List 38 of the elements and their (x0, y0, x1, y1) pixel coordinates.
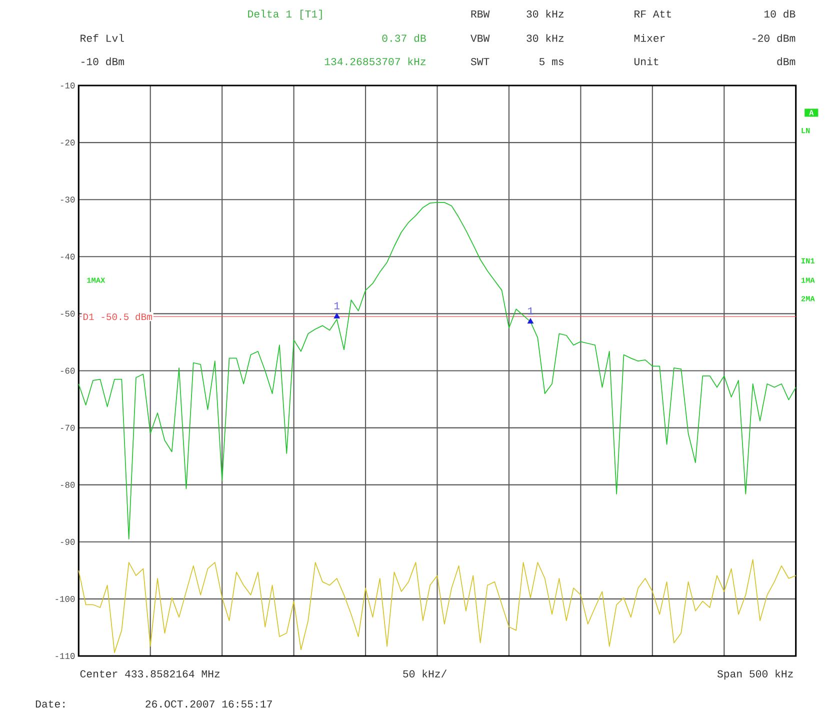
y-tick-label: -20 (60, 139, 75, 146)
text: Center 433.8582164 MHz (80, 670, 220, 678)
text: Delta 1 [T1] (248, 10, 322, 20)
y-tick-label: -40 (60, 254, 75, 260)
y-tick-label: -110 (56, 652, 75, 659)
text: Span 500 kHz (717, 670, 793, 680)
text: 134.26853707 kHz (324, 57, 426, 66)
text: 26.OCT.2007 16:55:17 (146, 700, 272, 708)
y-tick-label: -100 (56, 596, 75, 602)
text: SWT (470, 58, 490, 66)
y-tick-label: -70 (60, 424, 75, 431)
text: RBW (471, 10, 490, 18)
y-tick-label: -30 (60, 196, 75, 202)
text: VBW (470, 34, 490, 42)
y-tick-label: -10 (60, 82, 75, 88)
text: Unit (634, 57, 658, 66)
text: Mixer (634, 34, 665, 42)
text: 10 dB (764, 10, 796, 18)
text: 30 kHz (526, 34, 564, 42)
text: 5 ms (539, 58, 564, 66)
text: 50 kHz/ (403, 670, 447, 678)
text: 30 kHz (526, 10, 564, 18)
text: Date: (36, 700, 64, 708)
text: -10 dBm (82, 57, 124, 66)
line-series (78, 202, 796, 540)
text: 0.37 dB (382, 34, 426, 42)
annotation: 1 (334, 302, 340, 310)
text: RF Att (634, 10, 671, 18)
line-series (78, 559, 796, 653)
y-tick-label: -90 (60, 538, 75, 545)
y-tick-label: -50 (60, 310, 75, 317)
text: Ref Lvl (80, 34, 124, 42)
annotation: 1 (528, 307, 534, 314)
text: -20 dBm (752, 34, 796, 42)
y-tick-label: -80 (60, 482, 75, 488)
ref-line-label: D1 -50.5 dBm (83, 312, 152, 320)
text: dBm (777, 57, 796, 66)
y-tick-label: -60 (60, 368, 75, 374)
